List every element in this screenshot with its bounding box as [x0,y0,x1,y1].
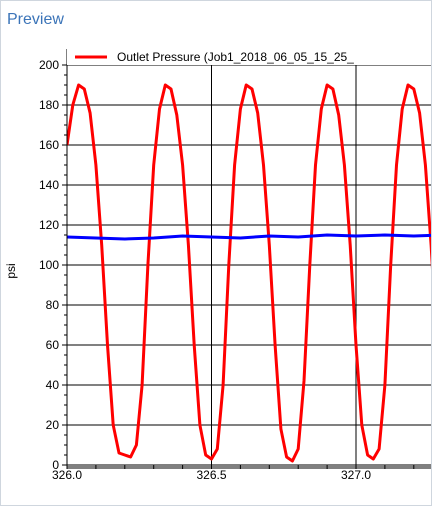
axes: 0 20 40 60 80 100 120 140 160 180 200 326.0 326.5 327… [4,49,431,482]
series-line-blue [67,233,431,241]
series-line-outlet-pressure [67,83,431,463]
y-tick-label: 0 [52,458,59,472]
y-tick-label: 20 [46,418,60,432]
x-tick-label: 326.5 [196,468,226,482]
y-tick-label: 180 [39,98,59,112]
panel-title: Preview [7,11,64,28]
grid-lines [67,49,431,466]
y-tick-label: 100 [39,258,59,272]
x-axis-bar [67,465,431,469]
y-tick-label: 60 [46,338,60,352]
series-layer [67,83,431,463]
x-tick-label: 326.0 [52,468,82,482]
y-tick-label: 40 [46,378,60,392]
legend-label: Outlet Pressure (Job1_2018_06_05_15_25_ [117,50,354,64]
y-tick-label: 160 [39,138,59,152]
legend: Outlet Pressure (Job1_2018_06_05_15_25_ [67,49,431,65]
x-tick-label: 327.0 [341,468,371,482]
y-tick-label: 140 [39,178,59,192]
y-tick-label: 120 [39,218,59,232]
y-axis-label: psi [4,263,18,278]
y-tick-label: 200 [39,58,59,72]
y-tick-label: 80 [46,298,60,312]
legend-background [67,49,431,65]
